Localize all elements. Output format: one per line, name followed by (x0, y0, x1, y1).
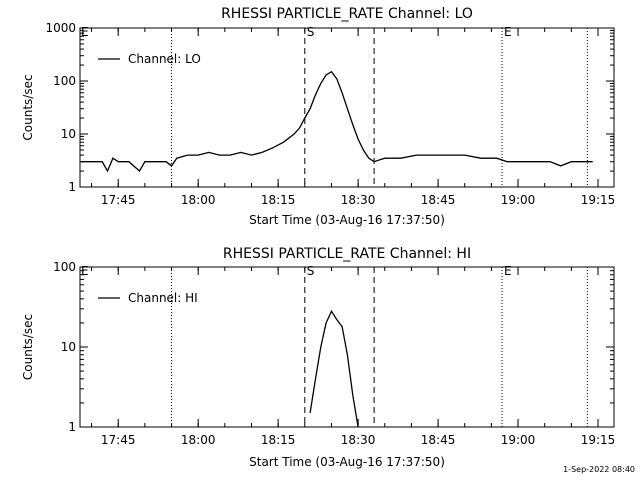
y-tick-label: 100 (53, 74, 76, 88)
x-tick-label: 18:00 (181, 193, 216, 207)
chart-panel: RHESSI PARTICLE_RATE Channel: HI 1 10 100 17… (21, 246, 615, 469)
marker-label-e: E (504, 25, 512, 39)
y-tick-label: 10 (61, 340, 76, 354)
marker-label-s: S (307, 264, 315, 278)
x-tick-label: 18:15 (261, 193, 296, 207)
x-tick-label: 18:30 (341, 433, 376, 447)
y-tick-label: 1 (68, 420, 76, 434)
y-tick-label: 1000 (45, 21, 76, 35)
x-tick-label: 17:45 (101, 433, 136, 447)
x-tick-label: 17:45 (101, 193, 136, 207)
edge-label-e: E (81, 25, 89, 39)
y-tick-label: 1 (68, 180, 76, 194)
y-tick-label: 100 (53, 260, 76, 274)
chart-title: RHESSI PARTICLE_RATE Channel: LO (221, 6, 473, 22)
x-tick-label: 19:15 (581, 433, 616, 447)
y-axis-label: Counts/sec (21, 74, 35, 140)
y-axis-label: Counts/sec (21, 314, 35, 380)
marker-label-s: S (307, 25, 315, 39)
y-tick-label: 10 (61, 127, 76, 141)
series-line (309, 309, 359, 428)
x-tick-label: 18:00 (181, 433, 216, 447)
x-tick-label: 19:00 (501, 193, 536, 207)
x-tick-label: 19:00 (501, 433, 536, 447)
series-line (80, 70, 593, 173)
x-tick-label: 18:15 (261, 433, 296, 447)
x-tick-label: 18:30 (341, 193, 376, 207)
chart-title: RHESSI PARTICLE_RATE Channel: HI (223, 246, 471, 262)
marker-label-e: E (504, 264, 512, 278)
x-axis-label: Start Time (03-Aug-16 17:37:50) (249, 213, 445, 227)
legend-label: Channel: HI (128, 291, 198, 305)
edge-label-e: E (81, 264, 89, 278)
x-tick-label: 19:15 (581, 193, 616, 207)
plot-frame (79, 27, 615, 188)
x-tick-label: 18:45 (421, 193, 456, 207)
x-tick-label: 18:45 (421, 433, 456, 447)
timestamp-label: 1-Sep-2022 08:40 (563, 465, 635, 474)
chart-panel: RHESSI PARTICLE_RATE Channel: LO 1 10 100 10… (21, 6, 615, 227)
legend-label: Channel: LO (128, 52, 201, 66)
x-axis-label: Start Time (03-Aug-16 17:37:50) (249, 455, 445, 469)
